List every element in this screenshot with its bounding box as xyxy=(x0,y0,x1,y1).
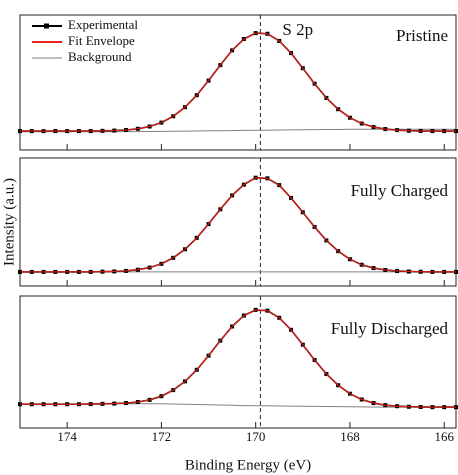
legend-marker xyxy=(44,23,49,29)
panel-title: S 2p xyxy=(282,20,313,39)
panel-label: Fully Discharged xyxy=(331,319,449,338)
panel-frame xyxy=(19,157,457,287)
x-tick-label: 168 xyxy=(340,429,360,444)
x-tick-label: 174 xyxy=(57,429,77,444)
legend-label: Fit Envelope xyxy=(68,33,135,48)
panel-frame xyxy=(19,295,457,429)
fit-overlay xyxy=(20,309,456,408)
panel-frame xyxy=(19,14,457,151)
x-axis-label: Binding Energy (eV) xyxy=(185,457,311,473)
x-tick-label: 172 xyxy=(152,429,172,444)
legend-label: Background xyxy=(68,49,132,64)
panel-label: Pristine xyxy=(396,26,448,45)
legend-label: Experimental xyxy=(68,17,138,32)
x-tick-label: 170 xyxy=(246,429,266,444)
fit-overlay xyxy=(20,177,456,273)
fit-overlay xyxy=(20,32,456,132)
panel-label: Fully Charged xyxy=(351,181,449,200)
y-axis-label: Intensity (a.u.) xyxy=(1,178,17,266)
x-tick-label: 166 xyxy=(434,429,454,444)
